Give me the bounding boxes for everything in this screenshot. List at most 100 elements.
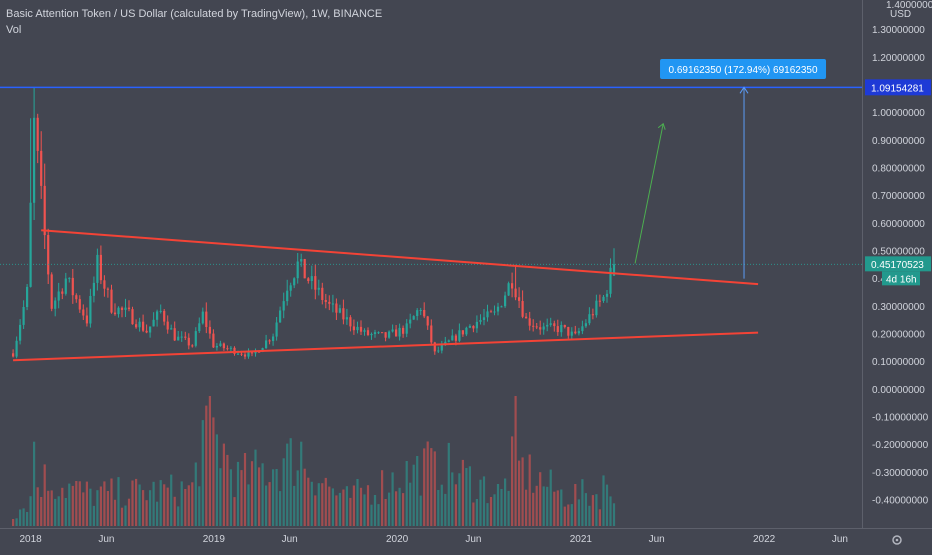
volume-bar bbox=[560, 489, 563, 526]
measure-label-bg bbox=[660, 59, 827, 79]
candle-body bbox=[433, 342, 436, 352]
volume-bar bbox=[212, 417, 215, 526]
volume-bar bbox=[409, 482, 412, 526]
candle-body bbox=[22, 307, 25, 325]
volume-bars bbox=[12, 396, 616, 526]
candle-body bbox=[201, 311, 204, 324]
candle-body bbox=[556, 326, 559, 333]
volume-bar bbox=[19, 509, 22, 526]
candle-body bbox=[229, 347, 232, 349]
volume-bar bbox=[82, 492, 85, 526]
candle-body bbox=[437, 350, 440, 352]
volume-bar bbox=[381, 470, 384, 526]
volume-bar bbox=[588, 505, 591, 526]
x-tick-label: Jun bbox=[282, 534, 298, 545]
volume-bar bbox=[356, 479, 359, 526]
volume-bar bbox=[324, 477, 327, 526]
candle-body bbox=[247, 352, 250, 357]
candle-body bbox=[99, 254, 102, 281]
candle-body bbox=[92, 282, 95, 296]
candle-body bbox=[71, 277, 74, 296]
volume-bar bbox=[609, 496, 612, 526]
volume-bar bbox=[131, 480, 134, 526]
volume-bar bbox=[570, 504, 573, 526]
volume-bar bbox=[581, 479, 584, 526]
volume-bar bbox=[184, 489, 187, 526]
candle-body bbox=[430, 325, 433, 343]
volume-bar bbox=[482, 476, 486, 526]
candle-body bbox=[454, 335, 457, 341]
volume-bar bbox=[472, 502, 475, 526]
y-tick-label: 1.00000000 bbox=[872, 108, 925, 119]
volume-bar bbox=[215, 434, 218, 526]
x-tick-label: 2019 bbox=[203, 534, 226, 545]
volume-bar bbox=[286, 443, 289, 526]
candle-body bbox=[507, 283, 510, 296]
volume-bar bbox=[556, 490, 559, 526]
y-tick-label: 1.30000000 bbox=[872, 25, 925, 36]
volume-bar bbox=[542, 486, 545, 526]
volume-bar bbox=[458, 473, 461, 526]
candle-body bbox=[33, 117, 36, 203]
volume-bar bbox=[12, 519, 15, 526]
volume-bar bbox=[605, 484, 609, 526]
candle-body bbox=[525, 316, 528, 319]
candle-body bbox=[173, 328, 176, 341]
x-tick-label: 2021 bbox=[570, 534, 593, 545]
candle-body bbox=[57, 291, 60, 301]
candle-body bbox=[29, 202, 32, 287]
settings-gear-icon[interactable] bbox=[892, 535, 902, 545]
volume-bar bbox=[110, 478, 113, 526]
candle-body bbox=[500, 306, 503, 308]
candle-body bbox=[595, 300, 598, 316]
candle-body bbox=[373, 332, 377, 334]
settings-gear-ring bbox=[892, 535, 902, 545]
volume-bar bbox=[489, 497, 493, 526]
candle-body bbox=[208, 326, 211, 334]
volume-bar bbox=[219, 468, 222, 526]
candle-body bbox=[310, 276, 313, 281]
candle-body bbox=[609, 267, 612, 294]
volume-bar bbox=[142, 490, 145, 526]
candle-body bbox=[236, 353, 240, 355]
volume-bar bbox=[342, 489, 345, 526]
candle-body bbox=[532, 325, 535, 327]
target-price-label: 1.09154281 bbox=[865, 79, 931, 96]
candle-body bbox=[317, 287, 320, 290]
volume-indicator-label[interactable]: Vol bbox=[6, 24, 22, 36]
volume-bar bbox=[528, 454, 531, 526]
volume-bar bbox=[40, 497, 43, 526]
candle-body bbox=[177, 336, 180, 341]
volume-bar bbox=[15, 518, 18, 526]
volume-bar bbox=[349, 497, 352, 526]
volume-bar bbox=[493, 494, 496, 526]
volume-bar bbox=[345, 486, 348, 526]
candle-body bbox=[89, 296, 92, 324]
candle-body bbox=[152, 319, 155, 327]
y-tick-label: 0.00000000 bbox=[872, 385, 925, 396]
candle-body bbox=[539, 327, 542, 330]
volume-bar bbox=[331, 488, 334, 526]
volume-bar bbox=[163, 484, 166, 526]
x-tick-label: Jun bbox=[649, 534, 665, 545]
volume-bar bbox=[117, 477, 120, 526]
candle-body bbox=[194, 331, 197, 346]
volume-bar bbox=[500, 489, 503, 526]
candle-body bbox=[528, 318, 531, 326]
volume-bar bbox=[338, 492, 341, 526]
candle-body bbox=[243, 354, 247, 357]
volume-bar bbox=[36, 487, 39, 526]
volume-bar bbox=[584, 493, 587, 526]
volume-bar bbox=[293, 485, 296, 526]
volume-bar bbox=[388, 492, 391, 526]
candle-body bbox=[205, 311, 208, 327]
volume-bar bbox=[145, 500, 148, 526]
candle-body bbox=[366, 330, 370, 335]
volume-bar bbox=[47, 490, 50, 526]
volume-bar bbox=[127, 498, 131, 526]
candle-body bbox=[113, 312, 117, 315]
projection-arrow-head bbox=[657, 122, 666, 130]
candle-body bbox=[472, 325, 475, 329]
y-tick-label: -0.20000000 bbox=[872, 440, 929, 451]
